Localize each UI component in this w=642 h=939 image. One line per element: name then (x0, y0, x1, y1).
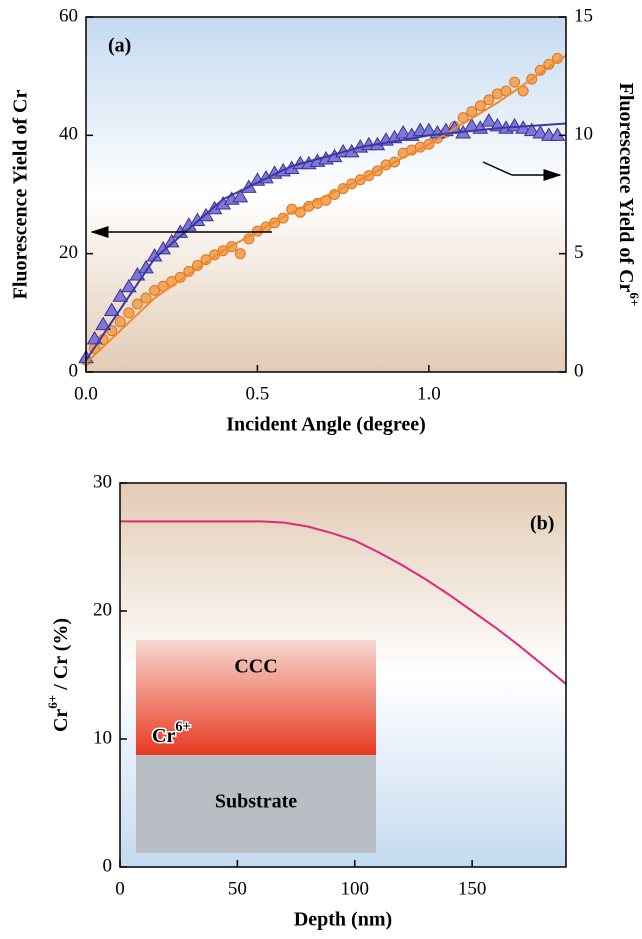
y2-tick-label: 15 (574, 5, 593, 26)
fit-line (85, 122, 567, 361)
plot-frame (119, 482, 567, 868)
axis-arrow (482, 161, 562, 181)
y-tick-label: 10 (93, 727, 112, 748)
fit-line (85, 54, 567, 364)
y-axis-label-sup: 6+ (45, 695, 60, 709)
circle-point (234, 248, 246, 260)
y2-axis-label: Fluorescence Yield of Cr6+ (615, 83, 642, 307)
inset-ion-label-sup: 6+ (175, 719, 190, 735)
x-axis-label: Depth (nm) (294, 909, 392, 931)
inset-substrate (136, 755, 376, 853)
triangle-point (523, 122, 540, 137)
inset-substrate-label: Substrate (215, 791, 297, 813)
x-tick-label: 100 (340, 878, 369, 899)
y-tick-label: 0 (103, 855, 113, 876)
y-tick-label: 0 (69, 360, 79, 381)
x-tick-label: 1.0 (417, 383, 441, 404)
y2-tick-label: 10 (574, 124, 593, 145)
y-tick-label: 20 (59, 242, 78, 263)
plot-frame (85, 16, 567, 373)
y2-tick-label: 5 (574, 242, 584, 263)
triangle-point (480, 113, 497, 127)
circle-point (474, 100, 486, 112)
x-tick-label: 50 (228, 878, 247, 899)
y2-tick-label: 0 (574, 360, 584, 381)
y-tick-label: 30 (93, 471, 112, 492)
fit-line (120, 520, 567, 685)
circle-point (466, 106, 478, 118)
marks (78, 52, 567, 685)
y-axis-label-part: Cr (50, 709, 72, 732)
y-tick-label: 20 (93, 599, 112, 620)
triangle-point (103, 302, 120, 316)
circle-point (509, 76, 521, 88)
y-tick-label: 60 (59, 5, 78, 26)
y2-axis-label-sup: 6+ (627, 292, 642, 306)
y2-axis-label-part: Fluorescence Yield of Cr (615, 83, 637, 293)
x-tick-label: 0 (115, 878, 125, 899)
x-tick-label: 0.5 (246, 383, 270, 404)
panel-label: (b) (530, 513, 554, 535)
circle-point (140, 292, 152, 304)
triangle-point (549, 127, 566, 141)
plot-background (86, 17, 566, 372)
inset-layer-label: CCC (234, 656, 277, 678)
triangle-point (120, 278, 137, 293)
x-tick-label: 150 (458, 878, 487, 899)
triangle-point (112, 288, 129, 302)
triangle-point (232, 188, 249, 203)
y-axis-label-part: / Cr (%) (50, 618, 72, 695)
triangle-point (532, 124, 549, 139)
triangle-point (95, 316, 112, 331)
inset-layer (136, 640, 376, 755)
y-tick-label: 40 (59, 124, 78, 145)
circle-point (123, 307, 135, 319)
circle-point (114, 316, 126, 328)
x-axis-label: Incident Angle (degree) (226, 414, 426, 436)
y-axis-label: Fluorescence Yield of Cr (10, 90, 32, 300)
circle-point (131, 298, 143, 310)
circle-point (483, 94, 495, 106)
y-axis-label: Cr6+ / Cr (%) (45, 618, 72, 732)
x-tick-label: 0.0 (74, 383, 98, 404)
inset-ion-label-part: Cr (152, 725, 175, 747)
inset-ion-label: Cr6+ (152, 719, 191, 746)
panel-label: (a) (108, 35, 131, 57)
triangle-point (395, 124, 412, 139)
